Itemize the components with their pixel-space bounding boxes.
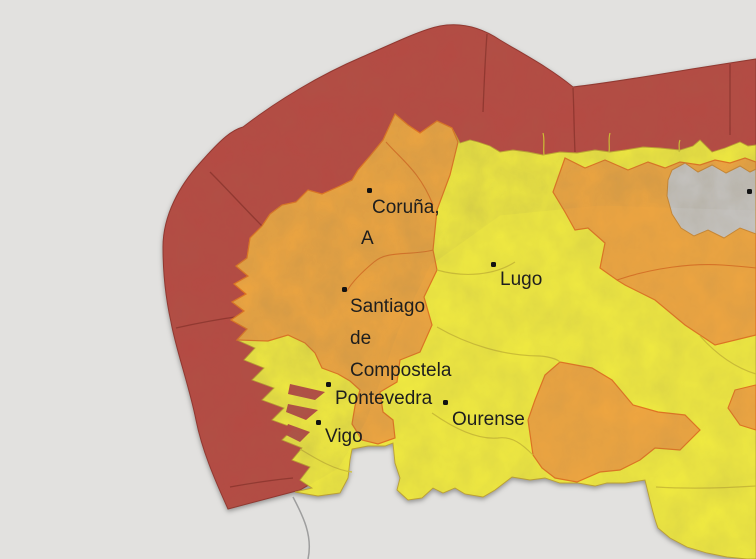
city-marker-lugo — [491, 262, 496, 267]
city-label-santiago-line2: de — [350, 328, 372, 349]
city-marker-pontevedra — [326, 382, 331, 387]
city-label-lugo: Lugo — [500, 269, 543, 290]
city-label-a-coruna-line1: Coruña, — [372, 197, 440, 218]
city-label-santiago-line3: Compostela — [350, 360, 452, 381]
portugal-border-line — [292, 496, 311, 559]
city-label-a-coruna-line2: A — [361, 228, 374, 249]
city-marker-unlabeled — [747, 189, 752, 194]
city-label-ourense: Ourense — [452, 409, 525, 430]
city-marker-a-coruna — [367, 188, 372, 193]
city-marker-vigo — [316, 420, 321, 425]
city-label-vigo: Vigo — [325, 426, 363, 447]
city-label-santiago-line1: Santiago — [350, 296, 426, 317]
city-label-pontevedra: Pontevedra — [335, 388, 433, 409]
city-marker-ourense — [443, 400, 448, 405]
city-marker-santiago — [342, 287, 347, 292]
